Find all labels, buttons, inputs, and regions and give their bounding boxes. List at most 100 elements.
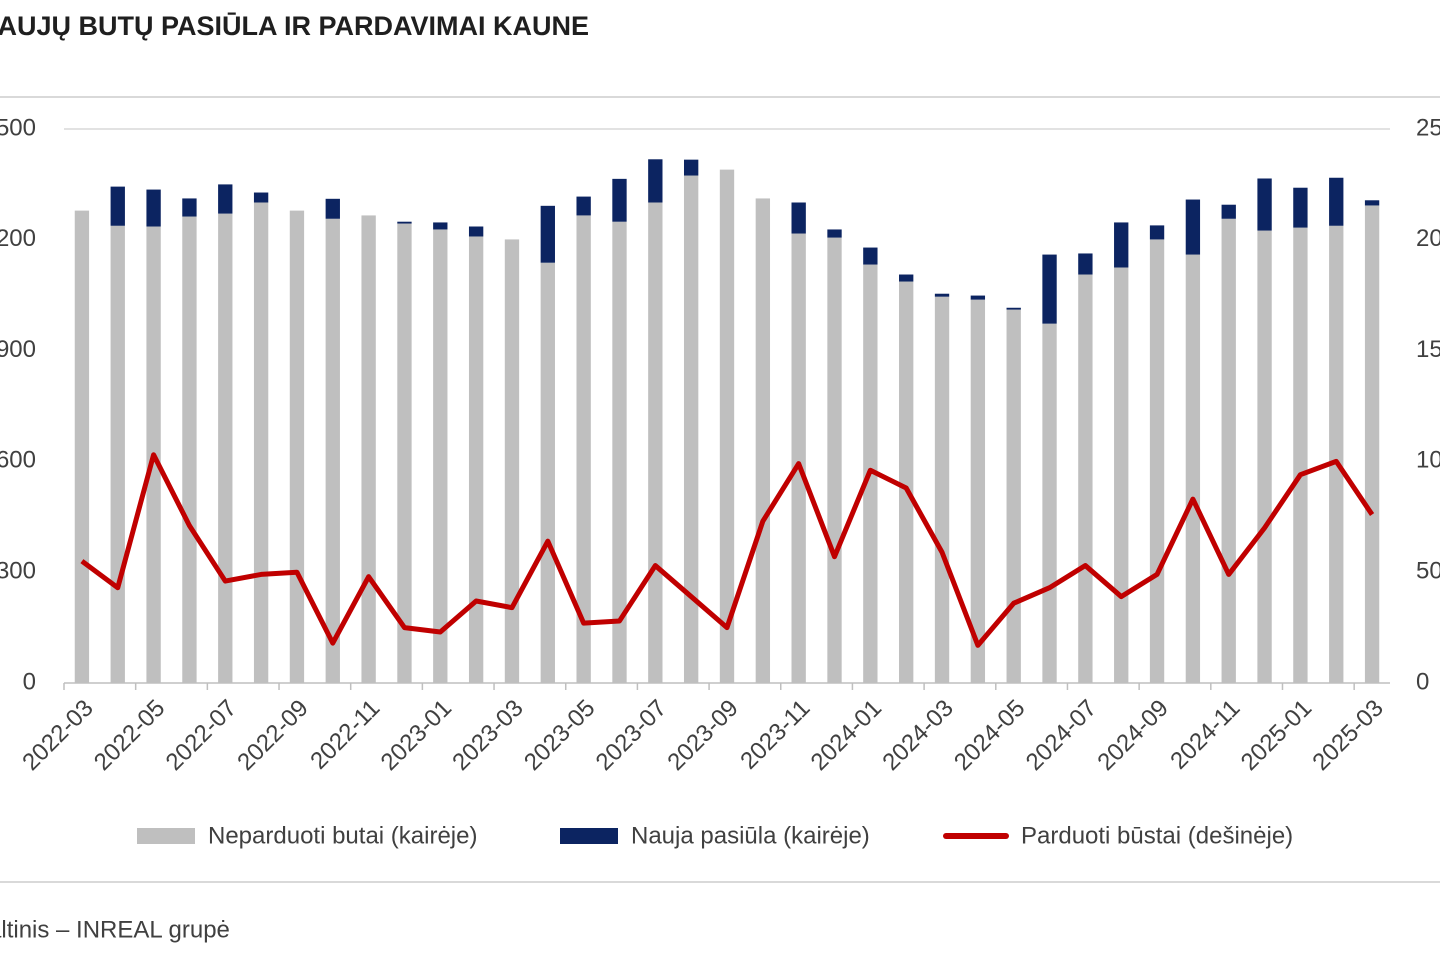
bar: [110, 225, 125, 684]
bar: [1293, 187, 1308, 228]
x-tick-label: 2024-01: [806, 695, 887, 776]
bar: [683, 159, 699, 176]
y-tick-label: 900: [0, 336, 36, 363]
bar: [1149, 239, 1165, 683]
bar: [397, 221, 412, 224]
bar: [1078, 274, 1093, 683]
bar: [612, 221, 627, 683]
bar: [1006, 307, 1021, 310]
x-tick-label: 2022-05: [89, 695, 170, 776]
bar: [504, 239, 520, 683]
x-tick-label: 2023-09: [662, 695, 743, 776]
legend-label: Parduoti būstai (dešinėje): [1021, 822, 1293, 849]
bar: [1257, 230, 1272, 684]
bar: [540, 262, 555, 683]
x-tick-label: 2023-03: [447, 695, 528, 776]
bar: [1257, 178, 1272, 231]
y2-tick-label: 250: [1416, 114, 1440, 141]
bar: [648, 202, 663, 684]
bar: [325, 218, 340, 684]
bar: [253, 192, 269, 203]
y-tick-label: 1200: [0, 225, 36, 252]
bar: [74, 210, 90, 683]
x-tick-label: 2022-09: [232, 695, 313, 776]
bar: [433, 229, 448, 683]
bar: [970, 295, 986, 300]
legend-swatch: [560, 828, 618, 844]
y2-tick-label: 150: [1416, 336, 1440, 363]
x-tick-label: 2024-11: [1165, 695, 1245, 775]
bar: [361, 215, 376, 683]
bar: [1114, 222, 1129, 268]
y-tick-label: 0: [23, 668, 36, 695]
x-tick-label: 2023-05: [519, 695, 600, 776]
legend-label: Nauja pasiūla (kairėje): [631, 822, 870, 849]
bar: [827, 229, 842, 238]
bar: [1364, 200, 1380, 206]
x-tick-label: 2023-07: [591, 695, 672, 776]
bar: [397, 223, 412, 684]
bar: [934, 293, 950, 297]
bar: [1042, 323, 1057, 683]
bar: [683, 175, 699, 683]
bar: [182, 198, 197, 217]
x-tick-label: 2024-05: [949, 695, 1030, 776]
bar: [576, 215, 591, 683]
bar: [1221, 218, 1236, 684]
bar: [540, 205, 555, 263]
x-tick-label: 2022-03: [17, 695, 98, 776]
y2-tick-label: 100: [1416, 447, 1440, 474]
bar: [612, 178, 627, 222]
y-tick-label: 600: [0, 447, 36, 474]
y2-tick-label: 0: [1416, 668, 1429, 695]
bar: [899, 274, 914, 282]
x-tick-label: 2023-01: [376, 695, 457, 776]
legend-label: Neparduoti butai (kairėje): [208, 822, 477, 849]
bar: [1329, 177, 1344, 226]
bar: [182, 216, 197, 684]
bar: [899, 281, 914, 683]
bar: [791, 233, 806, 683]
bar: [218, 213, 233, 683]
bar: [1006, 309, 1021, 683]
bar: [827, 237, 842, 684]
bar: [576, 196, 591, 216]
x-tick-label: 2024-09: [1092, 695, 1173, 776]
x-tick-label: 2024-07: [1021, 695, 1102, 776]
y-tick-label: 1500: [0, 114, 36, 141]
bar: [719, 169, 735, 684]
bar: [863, 247, 878, 265]
bar: [934, 296, 950, 683]
source: Šaltinis – INREAL grupė: [0, 915, 230, 943]
bar: [468, 226, 484, 237]
chart-title: NAUJŲ BUTŲ PASIŪLA IR PARDAVIMAI KAUNE: [0, 11, 589, 41]
bar: [970, 299, 986, 683]
bar: [1221, 204, 1236, 219]
x-tick-label: 2025-03: [1307, 695, 1388, 776]
y2-tick-label: 200: [1416, 225, 1440, 252]
bar: [1329, 225, 1344, 684]
bar: [468, 236, 484, 683]
y2-tick-label: 50: [1416, 558, 1440, 585]
legend-swatch: [137, 828, 195, 844]
bar: [1364, 205, 1380, 683]
bar: [1114, 267, 1129, 683]
line: [80, 452, 1375, 648]
bar: [218, 184, 233, 214]
bar: [1042, 254, 1057, 324]
x-tick-label: 2022-07: [161, 695, 242, 776]
bar: [325, 198, 340, 219]
bar: [755, 198, 771, 683]
bar: [146, 189, 161, 227]
x-tick-label: 2024-03: [877, 695, 958, 776]
bar: [110, 186, 125, 226]
bar: [1185, 199, 1201, 255]
bar: [1293, 227, 1308, 683]
y-tick-label: 300: [0, 558, 36, 585]
bar: [648, 159, 663, 203]
bar: [433, 222, 448, 230]
x-tick-label: 2025-01: [1236, 695, 1317, 776]
bar: [253, 202, 269, 684]
bar: [1078, 253, 1093, 275]
